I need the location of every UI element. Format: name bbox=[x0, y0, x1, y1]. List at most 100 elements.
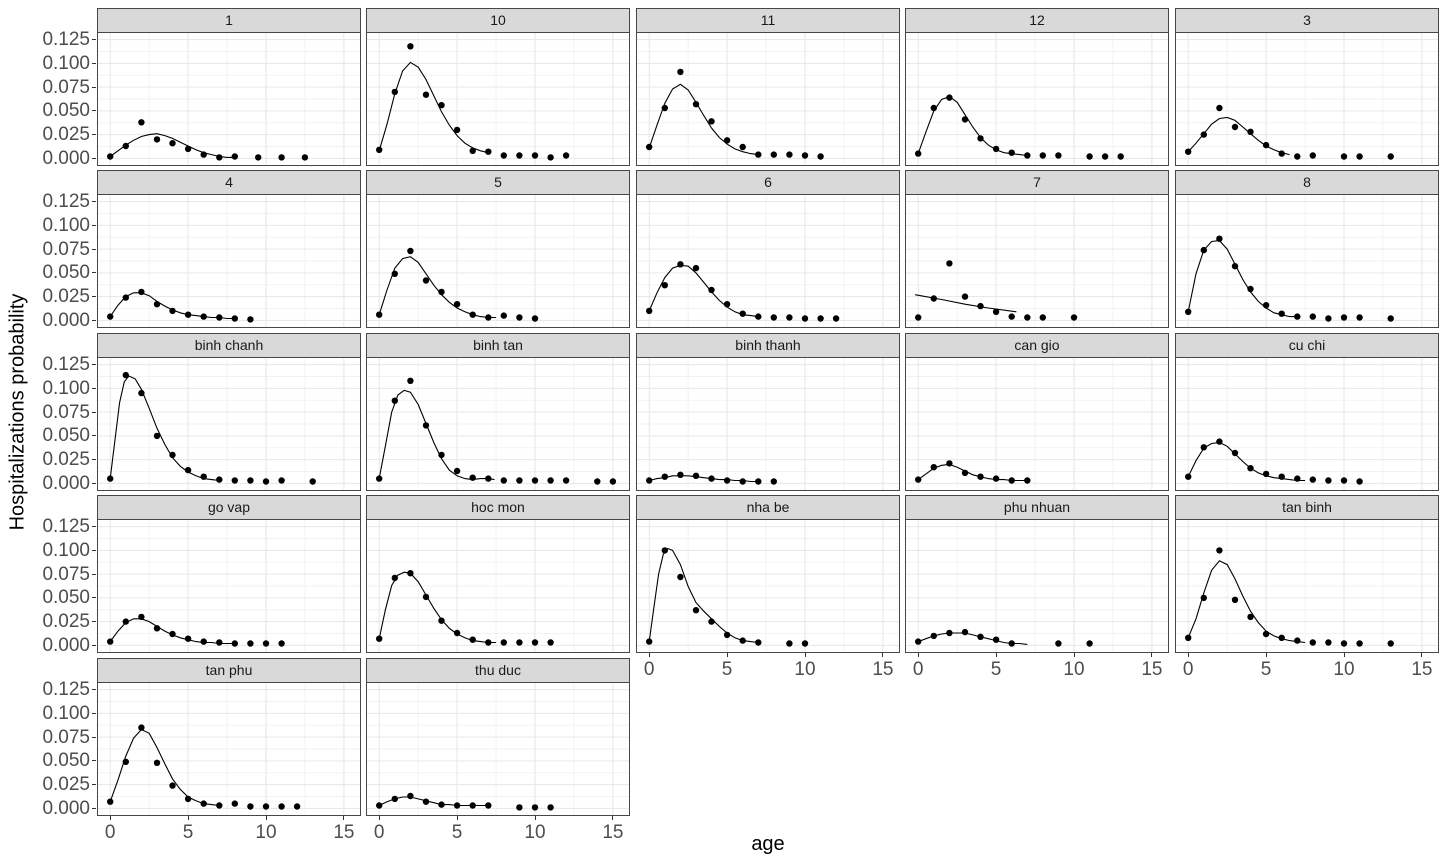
facet-strip-nha-be: nha be bbox=[636, 495, 900, 520]
y-axis-tick bbox=[92, 760, 96, 762]
y-axis-tick bbox=[92, 157, 96, 159]
x-tick-label: 5 bbox=[451, 822, 463, 843]
y-tick-label: 0.000 bbox=[42, 147, 90, 169]
y-axis-tick bbox=[92, 435, 96, 437]
facet-panel-11 bbox=[636, 32, 900, 166]
x-axis-tick bbox=[265, 816, 267, 820]
x-tick-label: 15 bbox=[1411, 659, 1433, 680]
y-tick-label: 0.100 bbox=[42, 214, 90, 236]
facet-strip-hoc-mon: hoc mon bbox=[366, 495, 630, 520]
x-axis-tick bbox=[1187, 653, 1189, 657]
facet-panel-binh-thanh bbox=[636, 357, 900, 491]
y-tick-label: 0.050 bbox=[42, 750, 90, 772]
facet-panel-4 bbox=[97, 194, 361, 328]
facet-strip-5: 5 bbox=[366, 170, 630, 195]
x-tick-label: 5 bbox=[990, 659, 1002, 680]
facet-strip-can-gio: can gio bbox=[905, 333, 1169, 358]
x-axis-tick bbox=[648, 653, 650, 657]
y-tick-label: 0.100 bbox=[42, 539, 90, 561]
x-axis-tick bbox=[995, 653, 997, 657]
y-axis-tick bbox=[92, 224, 96, 226]
facet-strip-thu-duc: thu duc bbox=[366, 658, 630, 683]
y-tick-label: 0.000 bbox=[42, 472, 90, 494]
y-tick-label: 0.100 bbox=[42, 702, 90, 724]
facet-strip-binh-thanh: binh thanh bbox=[636, 333, 900, 358]
facet-panel-binh-tan bbox=[366, 357, 630, 491]
y-tick-label: 0.075 bbox=[42, 726, 90, 748]
facet-strip-11: 11 bbox=[636, 8, 900, 33]
x-tick-label: 5 bbox=[721, 659, 733, 680]
facet-panel-6 bbox=[636, 194, 900, 328]
y-axis-tick bbox=[92, 549, 96, 551]
x-tick-label: 0 bbox=[373, 822, 385, 843]
facet-strip-go-vap: go vap bbox=[97, 495, 361, 520]
facet-strip-1: 1 bbox=[97, 8, 361, 33]
x-axis-tick bbox=[378, 816, 380, 820]
x-axis-tick bbox=[1343, 653, 1345, 657]
y-tick-label: 0.025 bbox=[42, 774, 90, 796]
y-axis-tick bbox=[92, 296, 96, 298]
facet-strip-8: 8 bbox=[1175, 170, 1439, 195]
facet-panel-8 bbox=[1175, 194, 1439, 328]
facet-strip-tan-binh: tan binh bbox=[1175, 495, 1439, 520]
facet-strip-tan-phu: tan phu bbox=[97, 658, 361, 683]
y-tick-label: 0.100 bbox=[42, 377, 90, 399]
y-tick-label: 0.075 bbox=[42, 76, 90, 98]
y-axis-tick bbox=[92, 712, 96, 714]
facet-strip-6: 6 bbox=[636, 170, 900, 195]
x-axis-tick bbox=[343, 816, 345, 820]
facet-panel-binh-chanh bbox=[97, 357, 361, 491]
facet-panel-3 bbox=[1175, 32, 1439, 166]
x-tick-label: 10 bbox=[1063, 659, 1085, 680]
y-axis-tick bbox=[92, 644, 96, 646]
y-axis-tick bbox=[92, 134, 96, 136]
y-axis-tick bbox=[92, 784, 96, 786]
y-axis-tick bbox=[92, 62, 96, 64]
x-axis-tick bbox=[612, 816, 614, 820]
x-axis-tick bbox=[456, 816, 458, 820]
facet-panel-nha-be bbox=[636, 519, 900, 653]
y-tick-label: 0.000 bbox=[42, 797, 90, 819]
y-tick-label: 0.075 bbox=[42, 238, 90, 260]
facet-panel-go-vap bbox=[97, 519, 361, 653]
facet-strip-10: 10 bbox=[366, 8, 630, 33]
y-axis-tick bbox=[92, 689, 96, 691]
y-tick-label: 0.125 bbox=[42, 516, 90, 538]
y-axis-tick bbox=[92, 364, 96, 366]
x-tick-label: 15 bbox=[1141, 659, 1163, 680]
x-tick-label: 15 bbox=[872, 659, 894, 680]
y-axis-tick bbox=[92, 459, 96, 461]
facet-strip-phu-nhuan: phu nhuan bbox=[905, 495, 1169, 520]
x-tick-label: 15 bbox=[602, 822, 624, 843]
facet-strip-12: 12 bbox=[905, 8, 1169, 33]
y-tick-label: 0.125 bbox=[42, 191, 90, 213]
facet-panel-can-gio bbox=[905, 357, 1169, 491]
y-axis-tick bbox=[92, 248, 96, 250]
x-axis-tick bbox=[1151, 653, 1153, 657]
y-axis-tick bbox=[92, 573, 96, 575]
facet-panel-hoc-mon bbox=[366, 519, 630, 653]
x-tick-label: 10 bbox=[1333, 659, 1355, 680]
y-tick-label: 0.025 bbox=[42, 286, 90, 308]
y-tick-label: 0.025 bbox=[42, 124, 90, 146]
x-tick-label: 5 bbox=[1260, 659, 1272, 680]
y-tick-label: 0.000 bbox=[42, 634, 90, 656]
y-axis-tick bbox=[92, 110, 96, 112]
x-axis-tick bbox=[917, 653, 919, 657]
x-tick-label: 5 bbox=[182, 822, 194, 843]
y-tick-label: 0.075 bbox=[42, 563, 90, 585]
facet-panel-7 bbox=[905, 194, 1169, 328]
y-tick-label: 0.100 bbox=[42, 52, 90, 74]
facet-panel-tan-phu bbox=[97, 682, 361, 816]
x-axis-title: age bbox=[751, 833, 785, 855]
facet-strip-4: 4 bbox=[97, 170, 361, 195]
x-tick-label: 15 bbox=[333, 822, 355, 843]
x-tick-label: 10 bbox=[524, 822, 546, 843]
x-tick-label: 10 bbox=[255, 822, 277, 843]
y-tick-label: 0.025 bbox=[42, 611, 90, 633]
facet-panel-12 bbox=[905, 32, 1169, 166]
y-axis-tick bbox=[92, 526, 96, 528]
x-axis-tick bbox=[882, 653, 884, 657]
facet-strip-3: 3 bbox=[1175, 8, 1439, 33]
